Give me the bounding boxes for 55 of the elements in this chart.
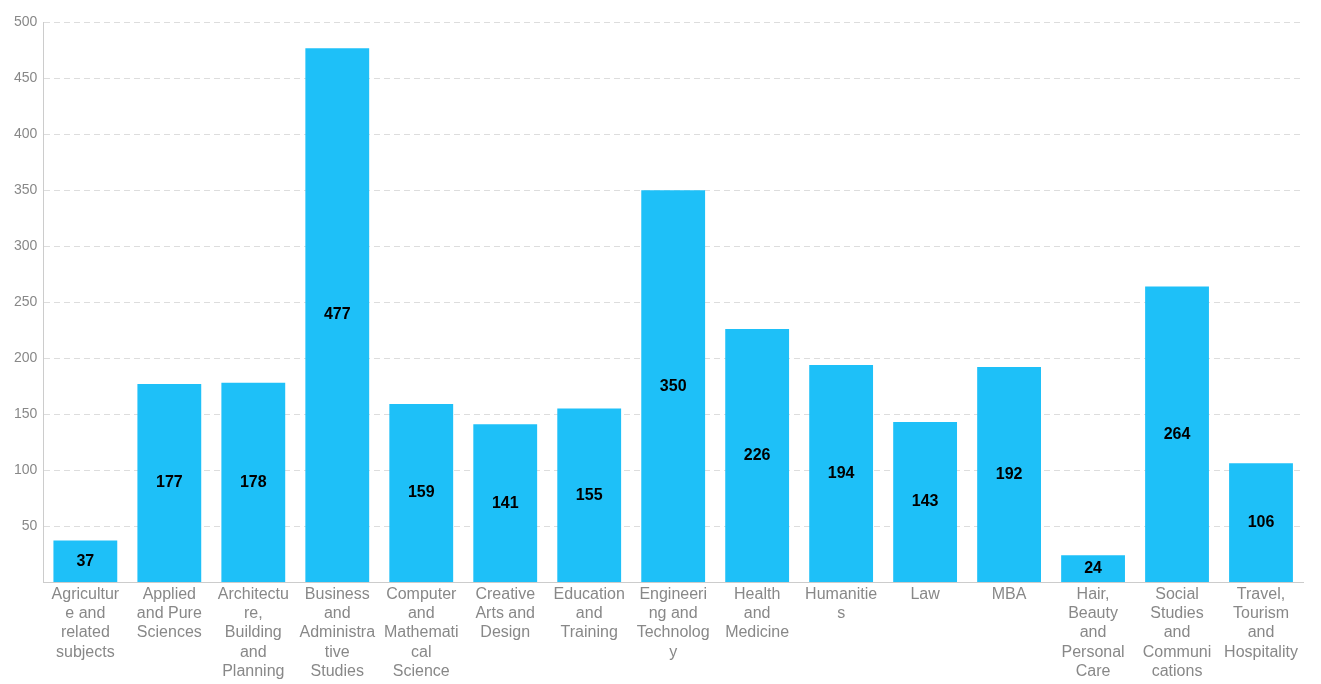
data-label: 155 [575,485,603,503]
x-tick-label: Hair, Beauty and Personal Care [1061,585,1125,679]
data-label: 177 [155,473,183,491]
bar [1229,463,1293,582]
bar [53,540,118,582]
y-tick-label: 350 [14,181,38,198]
x-tick-label: Agriculture and related subjects [51,585,120,660]
bar [725,329,790,582]
y-tick-label: 50 [21,516,38,533]
bar [473,424,538,582]
x-tick-label: MBA [991,585,1027,603]
bar [389,404,454,582]
x-tick-label: Computer and Mathematical Science [383,585,459,679]
bar [305,48,370,582]
data-label: 178 [239,472,267,490]
y-tick-label: 100 [14,460,38,477]
data-label: 264 [1163,424,1191,442]
x-tick-label: Creative Arts and Design [475,585,536,641]
y-tick-label: 500 [14,13,38,30]
y-tick-label: 450 [14,69,38,86]
data-label: 477 [323,305,351,323]
y-tick-label: 250 [14,293,38,310]
x-tick-label: Architecture, Building and Planning [217,585,289,679]
bar [641,190,706,582]
x-tick-label: Humanities [805,585,878,622]
x-tick-label: Education and Training [553,585,625,641]
data-label: 192 [995,464,1023,482]
bar [1061,555,1125,582]
bar [221,382,286,582]
x-tick-label: Travel, Tourism and Hospitality [1224,585,1298,660]
data-label: 350 [659,376,687,394]
data-label: 106 [1247,513,1275,531]
bar [977,367,1041,582]
x-tick-label: Health and Medicine [725,585,790,641]
bar [1145,286,1209,582]
bar [557,408,622,582]
x-tick-label: Social Studies and Communications [1142,585,1212,679]
data-label: 159 [407,483,435,501]
data-label: 141 [491,493,519,511]
data-label: 226 [743,445,771,463]
bar [893,421,958,582]
data-label: 37 [76,551,95,569]
data-label: 143 [911,492,939,510]
x-tick-label: Law [910,585,941,603]
x-tick-label: Applied and Pure Sciences [136,585,202,641]
y-tick-label: 400 [14,125,38,142]
y-tick-label: 300 [14,237,38,254]
y-tick-label: 200 [14,349,38,366]
data-label: 24 [1084,558,1103,576]
bar [809,364,874,582]
y-tick-label: 150 [14,404,38,421]
data-label: 194 [827,463,855,481]
x-tick-label: Engineering and Technology [636,585,710,660]
x-tick-label: Business and Administrative Studies [299,585,376,679]
bar [137,383,202,582]
